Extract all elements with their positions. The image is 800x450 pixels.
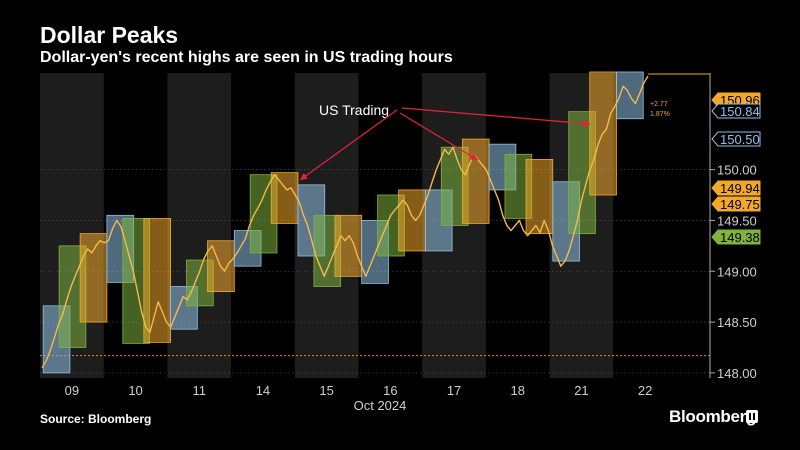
x-tick-label: 16 [383,383,397,398]
change-percent-label: 1.87% [650,111,670,118]
annotation-arrow [401,107,591,127]
y-tick-label: 150.00 [717,163,757,178]
bloomberg-logo-icon [746,410,758,423]
value-tag-box [711,103,761,119]
value-tag-box [711,229,761,245]
session-box-us [79,233,108,323]
x-tick-label: 15 [319,383,333,398]
annotation-arrow [299,109,398,181]
x-tick-label: 21 [574,383,588,398]
value-tag-label: 150.84 [720,104,760,119]
change-absolute-label: +2.77 [650,101,668,108]
value-tag-label: 149.75 [720,197,760,212]
session-box-us [334,214,363,277]
x-tick-label: 17 [447,383,461,398]
us-trading-annotation: US Trading [319,102,389,118]
source-note: Source: Bloomberg [40,412,152,426]
value-tag-box [711,131,761,147]
x-tick-label: 09 [65,383,79,398]
chart-title: Dollar Peaks [40,22,179,48]
annotation-arrow [399,112,479,161]
value-tag-label: 149.94 [720,181,760,196]
y-tick-label: 148.00 [717,366,757,381]
usdjpy-price-line [41,75,649,369]
session-box-us [461,138,490,224]
value-tag-label: 150.50 [720,132,760,147]
x-tick-label: 18 [511,383,525,398]
x-tick-label: 11 [193,383,207,398]
y-tick-label: 149.00 [717,264,757,279]
chart-subtitle: Dollar-yen's recent highs are seen in US… [40,49,453,66]
value-tag-box [711,180,761,196]
y-tick-label: 148.50 [717,315,757,330]
session-box-us [525,159,554,235]
x-tick-label: 14 [256,383,270,398]
x-axis-month-label: Oct 2024 [354,398,407,413]
x-tick-label: 10 [128,383,142,398]
value-tag-label: 149.38 [720,230,760,245]
value-tag-box [711,196,761,212]
session-box-us [143,217,171,343]
y-tick-label: 149.50 [717,213,757,228]
session-box-us [398,189,426,252]
brand-wordmark: Bloomberg [669,407,757,426]
x-tick-label: 22 [638,383,652,398]
session-box-us [270,172,299,224]
day-shade-band [167,73,232,378]
